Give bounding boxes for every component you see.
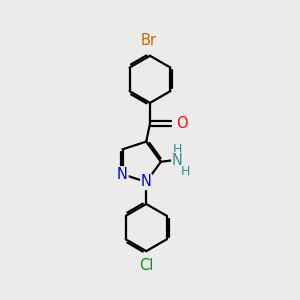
Text: H: H <box>172 143 182 156</box>
Text: N: N <box>141 174 152 189</box>
Text: N: N <box>172 153 182 168</box>
Text: H: H <box>181 165 190 178</box>
Text: Br: Br <box>140 33 157 48</box>
Text: N: N <box>117 167 128 182</box>
Text: O: O <box>176 116 188 131</box>
Text: Cl: Cl <box>139 259 153 274</box>
